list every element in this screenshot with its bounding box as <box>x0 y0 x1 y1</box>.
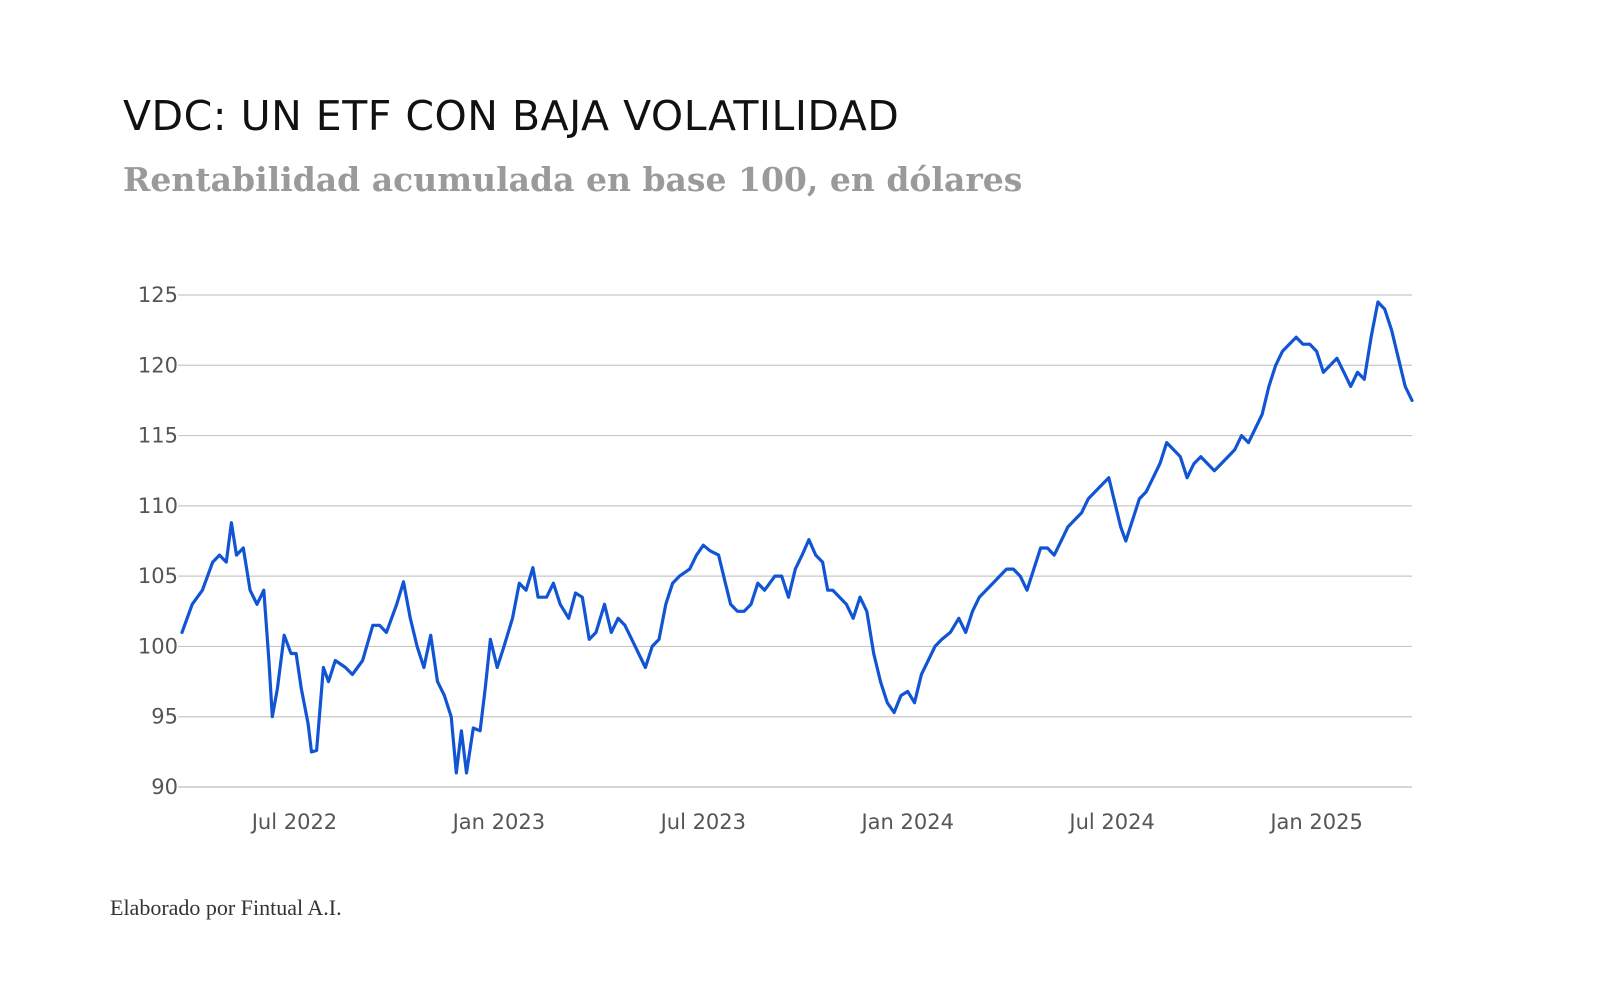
x-tick-label: Jul 2022 <box>250 810 337 834</box>
series-group <box>180 300 1414 775</box>
series-line-vdc <box>180 300 1414 775</box>
y-tick-label: 120 <box>138 353 178 377</box>
x-tick-label: Jan 2023 <box>451 810 546 834</box>
chart-title: VDC: UN ETF CON BAJA VOLATILIDAD <box>123 92 900 140</box>
x-tick-label: Jul 2024 <box>1067 810 1154 834</box>
y-axis-ticks: 90 95 100 105 110 115 120 125 <box>138 283 178 799</box>
y-tick-label: 115 <box>138 424 178 448</box>
y-tick-label: 110 <box>138 494 178 518</box>
x-tick-label: Jan 2025 <box>1268 810 1363 834</box>
y-tick-label: 125 <box>138 283 178 307</box>
chart-subtitle: Rentabilidad acumulada en base 100, en d… <box>123 160 1023 199</box>
y-tick-label: 105 <box>138 564 178 588</box>
x-axis-ticks: Jul 2022 Jan 2023 Jul 2023 Jan 2024 Jul 2024… <box>250 810 1363 834</box>
y-tick-label: 95 <box>151 705 178 729</box>
grid-lines <box>178 294 1412 788</box>
source-note: Elaborado por Fintual A.I. <box>110 895 342 920</box>
x-tick-label: Jan 2024 <box>859 810 954 834</box>
y-tick-label: 90 <box>151 775 178 799</box>
x-tick-label: Jul 2023 <box>659 810 746 834</box>
y-tick-label: 100 <box>138 634 178 658</box>
